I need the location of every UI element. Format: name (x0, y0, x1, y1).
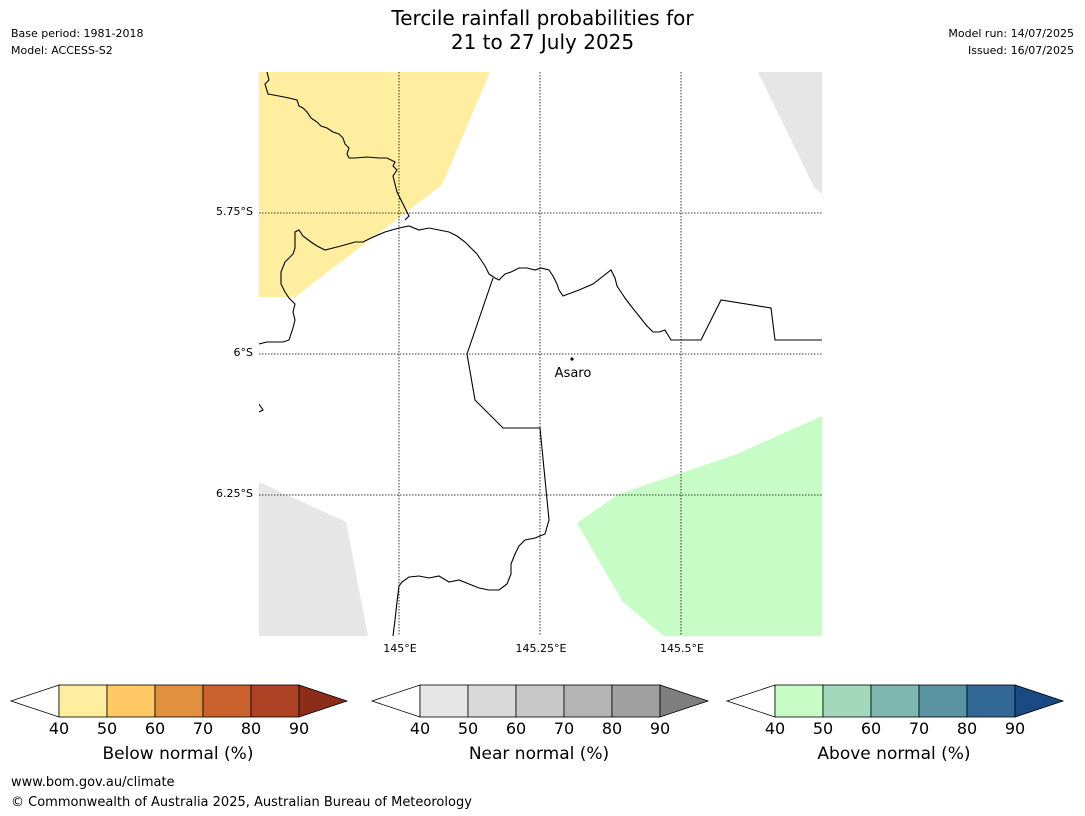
boundaries (259, 72, 822, 636)
legend-tick-label: 80 (241, 719, 261, 738)
model-run-text: Model run: 14/07/2025 (948, 27, 1074, 40)
legend-swatch (419, 684, 469, 718)
legend-swatch-under (370, 684, 421, 718)
lon-label-145-25e: 145.25°E (515, 642, 567, 655)
legend-swatch (870, 684, 920, 718)
legend-near-normal: 40 50 60 70 80 90 (370, 684, 710, 738)
map-title: Tercile rainfall probabilities for 21 to… (0, 6, 1085, 54)
legend-below-normal-title: Below normal (%) (102, 744, 254, 764)
legend-swatch (202, 684, 252, 718)
lat-label-6s: 6°S (233, 346, 253, 359)
legend-tick-label: 60 (861, 719, 881, 738)
legend-above-normal: 40 50 60 70 80 90 (725, 684, 1065, 738)
legend-above-normal-title: Above normal (%) (817, 744, 971, 764)
model-text: Model: ACCESS-S2 (11, 44, 113, 57)
boundary-northwest (264, 72, 410, 221)
legend-swatch (822, 684, 872, 718)
legend-swatch (154, 684, 204, 718)
run-info: Model run: 14/07/2025 Issued: 16/07/2025 (948, 25, 1074, 59)
below-normal-region (259, 72, 490, 297)
lon-label-145-5e: 145.5°E (660, 642, 704, 655)
boundary-central (259, 225, 822, 345)
legend-swatch (467, 684, 517, 718)
legend-tick-label: 50 (97, 719, 117, 738)
issued-text: Issued: 16/07/2025 (967, 44, 1074, 57)
legend-tick-label: 40 (410, 719, 430, 738)
legend-tick-label: 80 (957, 719, 977, 738)
model-info: Base period: 1981-2018 Model: ACCESS-S2 (11, 25, 143, 59)
near-normal-region-northeast (758, 72, 822, 194)
legend-tick-label: 80 (602, 719, 622, 738)
above-normal-region (577, 416, 822, 636)
legend-swatch (106, 684, 156, 718)
legend-swatch (966, 684, 1016, 718)
legend-swatch (918, 684, 968, 718)
legend-tick-label: 70 (554, 719, 574, 738)
legend-tick-label: 70 (909, 719, 929, 738)
legend-swatch (58, 684, 108, 718)
legend-tick-label: 50 (813, 719, 833, 738)
near-normal-region-southwest (259, 482, 368, 636)
legend-tick-label: 90 (650, 719, 670, 738)
legend-tick-label: 70 (193, 719, 213, 738)
lat-label-6-25s: 6.25°S (216, 487, 253, 500)
legend-swatch (250, 684, 300, 718)
legend-tick-label: 50 (458, 719, 478, 738)
legend-swatch (774, 684, 824, 718)
lon-label-145e: 145°E (383, 642, 417, 655)
forecast-map: Asaro (259, 72, 822, 636)
legend-tick-label: 40 (49, 719, 69, 738)
legend-swatch-under (9, 684, 60, 718)
legend-tick-label: 60 (145, 719, 165, 738)
graticule (259, 72, 822, 636)
legend-tick-label: 90 (1005, 719, 1025, 738)
website-text: www.bom.gov.au/climate (11, 775, 175, 790)
legend-swatch-over (659, 684, 710, 718)
base-period-text: Base period: 1981-2018 (11, 27, 144, 40)
legend-swatch (611, 684, 661, 718)
asaro-marker (570, 357, 574, 361)
legend-swatch (563, 684, 613, 718)
legend-swatch (515, 684, 565, 718)
title-line-1: Tercile rainfall probabilities for (391, 6, 694, 30)
legend-tick-label: 90 (289, 719, 309, 738)
legend-swatch-over (298, 684, 349, 718)
boundary-south (392, 277, 550, 636)
legend-swatch-under (725, 684, 776, 718)
boundary-west-fragment (259, 403, 264, 413)
legend-near-normal-title: Near normal (%) (468, 744, 610, 764)
legend-tick-label: 60 (506, 719, 526, 738)
title-line-2: 21 to 27 July 2025 (450, 30, 635, 54)
legend-tick-label: 40 (765, 719, 785, 738)
asaro-label: Asaro (555, 366, 592, 381)
copyright-text: © Commonwealth of Australia 2025, Austra… (11, 795, 472, 810)
lat-label-5-75s: 5.75°S (216, 205, 253, 218)
legend-below-normal: 40 50 60 70 80 90 (9, 684, 349, 738)
legend-swatch-over (1014, 684, 1065, 718)
